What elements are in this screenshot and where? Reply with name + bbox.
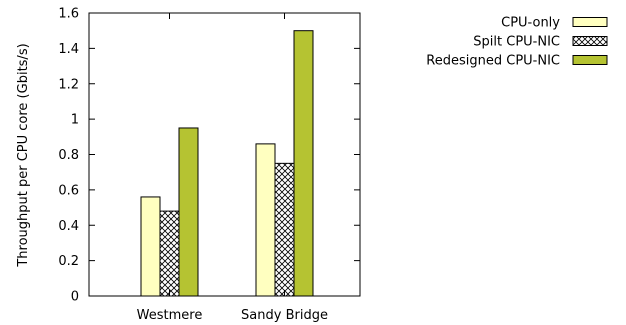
x-tick-label: Westmere: [137, 308, 203, 323]
x-tick-label: Sandy Bridge: [241, 308, 328, 323]
y-tick-label: 1: [71, 113, 79, 128]
legend-swatch: [572, 55, 608, 65]
legend-swatch: [572, 36, 608, 46]
y-tick-label: 1.2: [58, 77, 79, 92]
bar-sandy-bridge-cpu-only: [255, 143, 276, 297]
legend-swatch: [572, 17, 608, 27]
bar-westmere-redesigned-cpu-nic: [178, 127, 199, 297]
bar-sandy-bridge-spilt-cpu-nic: [274, 162, 295, 297]
bar-sandy-bridge-redesigned-cpu-nic: [293, 30, 314, 297]
legend-label: Redesigned CPU-NIC: [426, 54, 560, 69]
y-tick-label: 0: [71, 290, 79, 305]
legend-label: CPU-only: [501, 16, 560, 31]
bar-westmere-spilt-cpu-nic: [159, 210, 180, 297]
plot-frame: [88, 12, 361, 297]
y-axis-title: Throughput per CPU core (Gbits/s): [16, 43, 31, 267]
y-tick-label: 1.6: [58, 7, 79, 22]
y-tick-label: 0.8: [58, 148, 79, 163]
legend-label: Spilt CPU-NIC: [473, 35, 560, 50]
y-tick-label: 0.4: [58, 219, 79, 234]
y-tick-label: 0.6: [58, 183, 79, 198]
y-tick-label: 0.2: [58, 254, 79, 269]
y-tick-label: 1.4: [58, 42, 79, 57]
bar-westmere-cpu-only: [140, 196, 161, 297]
